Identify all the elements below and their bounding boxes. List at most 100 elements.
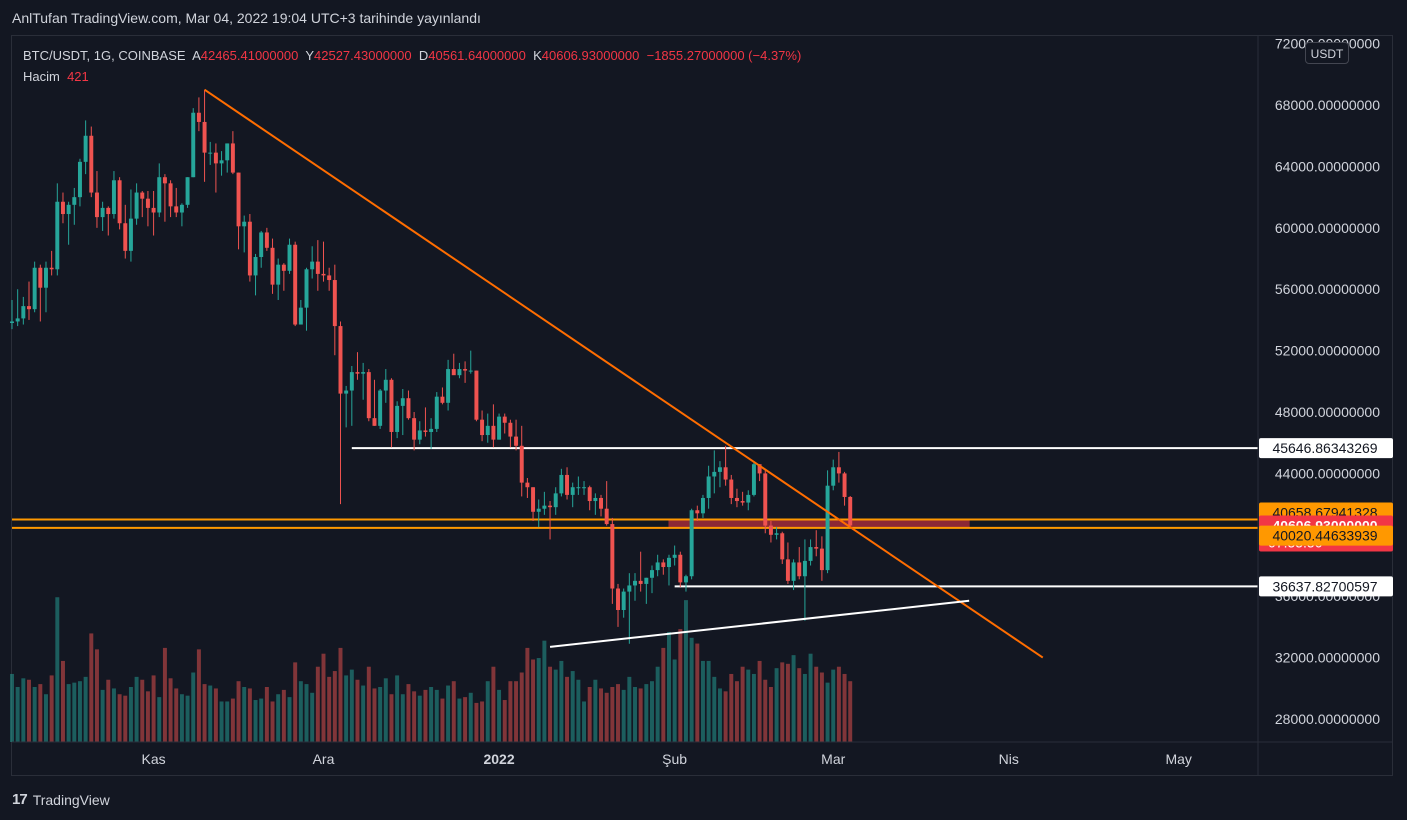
currency-button[interactable]: USDT <box>1305 42 1349 64</box>
tradingview-logo-icon: 17 <box>12 791 28 808</box>
volume-bar <box>94 649 99 742</box>
candle-body <box>616 588 620 611</box>
candle-body <box>802 560 807 577</box>
candle-body <box>650 570 654 578</box>
candle-body <box>791 562 796 581</box>
volume-bar <box>751 673 756 742</box>
volume-bar <box>825 682 830 742</box>
candle-body <box>525 482 530 488</box>
volume-bar <box>293 662 298 742</box>
open-label: A <box>192 48 201 63</box>
candle-body <box>565 474 570 495</box>
volume-bar <box>717 688 722 742</box>
candle-body <box>587 487 592 502</box>
volume-bar <box>593 679 598 742</box>
volume-bar <box>225 701 230 742</box>
candle-body <box>842 473 847 497</box>
close-value: 40606.93000000 <box>541 48 640 63</box>
candle-body <box>310 261 315 270</box>
candle-body <box>344 390 349 394</box>
candle-body <box>757 464 762 474</box>
volume-bar <box>536 658 541 742</box>
volume-bar <box>60 660 65 742</box>
volume-bar <box>819 672 824 742</box>
volume-bar <box>406 684 411 742</box>
low-label: D <box>418 48 429 63</box>
volume-bar <box>695 643 700 742</box>
candle-body <box>287 244 292 271</box>
volume-bar <box>219 701 224 742</box>
candle-body <box>582 487 587 489</box>
candle-body <box>599 497 604 509</box>
candle-body <box>185 177 190 205</box>
volume-bar <box>468 692 473 742</box>
candle-body <box>700 497 705 514</box>
volume-bar <box>565 676 570 742</box>
volume-bar <box>627 676 632 742</box>
volume-bar <box>287 697 292 742</box>
volume-bar <box>633 686 637 742</box>
volume-bar <box>151 675 156 742</box>
candle-body <box>848 496 853 526</box>
volume-bar <box>400 694 405 742</box>
candle-body <box>389 379 394 432</box>
candle-body <box>434 396 439 429</box>
candle-body <box>785 559 790 581</box>
change-value: −1855.27000000 (−4.37%) <box>646 48 802 63</box>
candle-body <box>179 204 184 213</box>
candle-body <box>208 152 213 154</box>
candle-body <box>174 206 179 213</box>
y-tick-label: 32000.00000000 <box>1275 650 1380 666</box>
price-tag-text: 45646.86343269 <box>1272 440 1377 456</box>
candle-body <box>281 264 286 271</box>
volume-bar <box>77 681 82 742</box>
candle-body <box>553 493 558 508</box>
volume-bar <box>423 689 428 742</box>
candle-body <box>270 247 275 285</box>
candle-body <box>128 218 133 251</box>
candle-body <box>536 508 541 512</box>
candle-body <box>729 479 734 498</box>
volume-bar <box>366 666 371 742</box>
volume-bar <box>338 647 343 742</box>
volume-bar <box>831 669 836 742</box>
volume-bar <box>72 682 77 742</box>
volume-bar <box>683 600 688 742</box>
candle-body <box>627 585 632 592</box>
candle-body <box>825 485 830 571</box>
volume-bar <box>253 700 258 742</box>
candle-body <box>423 430 428 432</box>
volume-bar <box>661 647 666 742</box>
candle-body <box>219 160 224 164</box>
volume-bar <box>842 673 847 742</box>
volume-bar <box>582 701 587 742</box>
candle-body <box>372 418 377 426</box>
volume-bar <box>446 685 451 742</box>
candle-body <box>253 257 258 276</box>
candle-body <box>230 143 235 173</box>
candle-body <box>446 369 451 403</box>
volume-bar <box>689 637 694 742</box>
candle-body <box>672 554 677 558</box>
volume-bar <box>259 698 264 742</box>
candle-body <box>43 267 48 288</box>
candle-body <box>604 508 609 525</box>
candle-body <box>740 501 745 503</box>
volume-bar <box>383 678 388 742</box>
volume-bar <box>451 681 456 742</box>
candle-body <box>751 464 756 495</box>
volume-bar <box>672 659 677 742</box>
x-tick-label: Nis <box>999 751 1019 767</box>
candle-body <box>717 467 722 472</box>
chart-legend: BTC/USDT, 1G, COINBASE A42465.41000000 Y… <box>23 45 801 87</box>
candle-body <box>400 398 405 406</box>
volume-bar <box>361 685 366 742</box>
candles <box>10 89 853 644</box>
volume-bar <box>43 694 48 742</box>
candle-body <box>395 405 400 432</box>
candle-body <box>264 232 269 248</box>
publish-info-text: AnlTufan TradingView.com, Mar 04, 2022 1… <box>12 10 481 26</box>
volume-bar <box>485 681 490 742</box>
volume-bar <box>638 688 643 742</box>
